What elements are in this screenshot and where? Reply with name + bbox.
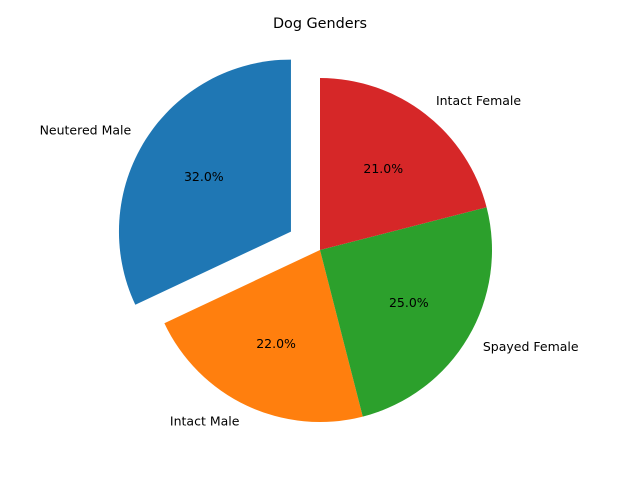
pie-slice-intact-male — [164, 250, 363, 422]
pie-slice-spayed-female — [320, 207, 492, 417]
slice-label-spayed-female: Spayed Female — [483, 339, 579, 354]
pie-slice-intact-female — [320, 78, 487, 250]
slice-percent-neutered-male: 32.0% — [184, 169, 224, 184]
slice-percent-spayed-female: 25.0% — [389, 295, 429, 310]
slice-label-intact-female: Intact Female — [436, 93, 521, 108]
chart-title: Dog Genders — [273, 16, 367, 32]
pie-slice-neutered-male — [118, 59, 291, 305]
slice-percent-intact-female: 21.0% — [363, 161, 403, 176]
slice-label-neutered-male: Neutered Male — [40, 123, 132, 138]
pie-labels: Neutered Male 32.0% Intact Male 22.0% Spayed… — [40, 93, 579, 429]
slice-label-intact-male: Intact Male — [170, 414, 240, 429]
pie-slices — [118, 59, 492, 422]
slice-percent-intact-male: 22.0% — [256, 336, 296, 351]
